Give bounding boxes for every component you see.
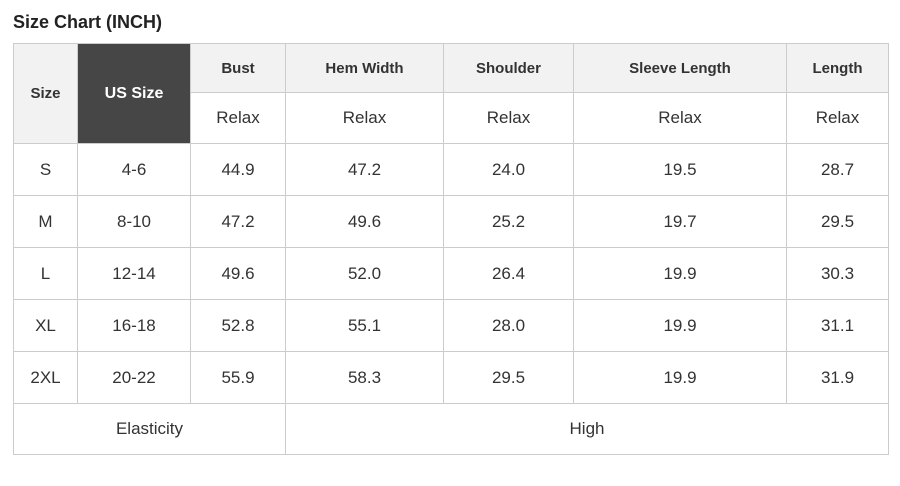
bust-cell: 44.9 — [190, 143, 286, 196]
sleeve-length-cell: 19.7 — [573, 195, 787, 248]
size-chart-table: Size US Size Bust Hem Width Shoulder Sle… — [13, 43, 889, 455]
elasticity-row: Elasticity High — [13, 403, 889, 455]
hem-width-cell: 58.3 — [285, 351, 444, 404]
col-header-shoulder: Shoulder — [443, 43, 574, 93]
size-cell: S — [13, 143, 78, 196]
fit-cell-shoulder: Relax — [443, 92, 574, 144]
sleeve-length-cell: 19.9 — [573, 351, 787, 404]
hem-width-cell: 47.2 — [285, 143, 444, 196]
size-cell: L — [13, 247, 78, 300]
length-cell: 31.9 — [786, 351, 889, 404]
col-header-us-size: US Size — [77, 43, 191, 144]
column-header-row: Size US Size Bust Hem Width Shoulder Sle… — [13, 43, 889, 144]
table-row-2xl: 2XL 20-22 55.9 58.3 29.5 19.9 31.9 — [13, 351, 889, 404]
us-size-cell: 20-22 — [77, 351, 191, 404]
shoulder-cell: 29.5 — [443, 351, 574, 404]
size-cell: 2XL — [13, 351, 78, 404]
shoulder-cell: 25.2 — [443, 195, 574, 248]
fit-type-row: Relax Relax Relax Relax Relax — [14, 92, 889, 144]
table-row-l: L 12-14 49.6 52.0 26.4 19.9 30.3 — [13, 247, 889, 300]
hem-width-cell: 55.1 — [285, 299, 444, 352]
col-header-size: Size — [13, 43, 78, 144]
page-title: Size Chart (INCH) — [13, 12, 163, 32]
table-row-s: S 4-6 44.9 47.2 24.0 19.5 28.7 — [13, 143, 889, 196]
shoulder-cell: 24.0 — [443, 143, 574, 196]
size-cell: M — [13, 195, 78, 248]
us-size-cell: 8-10 — [77, 195, 191, 248]
bust-cell: 55.9 — [190, 351, 286, 404]
elasticity-value: High — [285, 403, 889, 455]
length-cell: 31.1 — [786, 299, 889, 352]
sleeve-length-cell: 19.9 — [573, 247, 787, 300]
shoulder-cell: 28.0 — [443, 299, 574, 352]
bust-cell: 47.2 — [190, 195, 286, 248]
shoulder-cell: 26.4 — [443, 247, 574, 300]
fit-cell-bust: Relax — [190, 92, 286, 144]
hem-width-cell: 52.0 — [285, 247, 444, 300]
fit-cell-hem-width: Relax — [285, 92, 444, 144]
col-header-sleeve-length: Sleeve Length — [573, 43, 787, 93]
fit-cell-length: Relax — [786, 92, 889, 144]
us-size-cell: 16-18 — [77, 299, 191, 352]
bust-cell: 52.8 — [190, 299, 286, 352]
col-header-hem-width: Hem Width — [285, 43, 444, 93]
length-cell: 28.7 — [786, 143, 889, 196]
length-cell: 29.5 — [786, 195, 889, 248]
us-size-cell: 4-6 — [77, 143, 191, 196]
size-cell: XL — [13, 299, 78, 352]
length-cell: 30.3 — [786, 247, 889, 300]
hem-width-cell: 49.6 — [285, 195, 444, 248]
fit-cell-sleeve-length: Relax — [573, 92, 787, 144]
sleeve-length-cell: 19.5 — [573, 143, 787, 196]
table-row-xl: XL 16-18 52.8 55.1 28.0 19.9 31.1 — [13, 299, 889, 352]
col-header-length: Length — [786, 43, 889, 93]
col-header-bust: Bust — [190, 43, 286, 93]
table-row-m: M 8-10 47.2 49.6 25.2 19.7 29.5 — [13, 195, 889, 248]
us-size-cell: 12-14 — [77, 247, 191, 300]
elasticity-label: Elasticity — [13, 403, 286, 455]
bust-cell: 49.6 — [190, 247, 286, 300]
sleeve-length-cell: 19.9 — [573, 299, 787, 352]
